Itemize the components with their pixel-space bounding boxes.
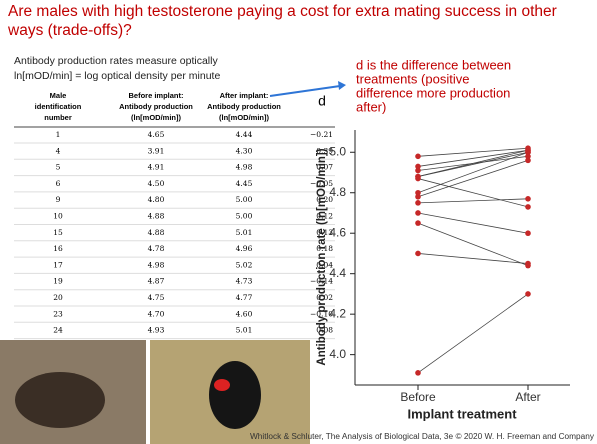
table-cell: 5.00 xyxy=(236,212,253,221)
y-axis-label: Antibody production rate (ln[mOD/min]) xyxy=(316,148,328,365)
table-cell: 19 xyxy=(53,277,63,286)
table-cell: 4.80 xyxy=(148,195,165,204)
data-point xyxy=(415,176,421,182)
table-header: d xyxy=(318,93,326,109)
y-tick-label: 4.8 xyxy=(329,185,346,199)
data-point xyxy=(525,261,531,267)
table-cell: 4.98 xyxy=(236,163,253,172)
table-cell: 5 xyxy=(56,163,61,172)
y-tick-label: 4.2 xyxy=(329,306,346,320)
table-cell: 10 xyxy=(53,212,63,221)
table-header: (ln[mOD/min]) xyxy=(131,113,181,122)
arrow-head xyxy=(338,81,346,90)
photo-bird xyxy=(15,372,105,428)
table-cell: 4.73 xyxy=(236,277,253,286)
data-point xyxy=(525,291,531,297)
y-tick-label: 4.6 xyxy=(329,225,346,239)
table-cell: 4.70 xyxy=(148,309,165,318)
data-point xyxy=(525,158,531,164)
slide: Are males with high testosterone paying … xyxy=(0,0,597,444)
table-header: number xyxy=(44,113,72,122)
table-cell: 5.00 xyxy=(236,195,253,204)
data-point xyxy=(415,370,421,376)
table-header: Antibody production xyxy=(119,102,193,111)
photo-wing-patch xyxy=(214,379,230,391)
table-cell: 9 xyxy=(56,195,61,204)
pair-line xyxy=(418,253,528,263)
intro-line: ln[mOD/min] = log optical density per mi… xyxy=(14,70,220,82)
table-cell: 5.01 xyxy=(236,326,253,335)
data-point xyxy=(415,251,421,257)
arrow xyxy=(270,86,340,96)
intro-line: Antibody production rates measure optica… xyxy=(14,55,218,67)
note-line: after) xyxy=(356,99,386,114)
data-point xyxy=(525,147,531,153)
table-cell: 17 xyxy=(53,260,63,269)
photos xyxy=(0,340,310,444)
data-point xyxy=(415,154,421,160)
table-header: (ln[mOD/min]) xyxy=(219,113,269,122)
table-cell: 5.01 xyxy=(236,228,253,237)
table-cell: 4.87 xyxy=(148,277,165,286)
pair-line xyxy=(418,223,528,266)
x-tick-label: Before xyxy=(400,390,436,404)
x-axis-label: Implant treatment xyxy=(407,406,517,421)
credit: Whitlock & Schluter, The Analysis of Bio… xyxy=(250,432,594,441)
data-point xyxy=(525,230,531,236)
note-line: treatments (positive xyxy=(356,71,469,86)
table-cell: 4.96 xyxy=(236,244,253,253)
table-cell: 4.91 xyxy=(148,163,165,172)
x-tick-label: After xyxy=(515,390,540,404)
table-cell: 4.30 xyxy=(236,146,253,155)
table-cell: 6 xyxy=(56,179,61,188)
y-tick-label: 5.0 xyxy=(329,144,346,158)
table-cell: 4.98 xyxy=(148,260,165,269)
table-cell: 4.65 xyxy=(148,130,165,139)
data-point xyxy=(415,200,421,206)
table-header: Male xyxy=(50,91,67,100)
table-header: After implant: xyxy=(220,91,269,100)
table-cell: 4.75 xyxy=(148,293,165,302)
data-point xyxy=(415,164,421,170)
table-cell: 20 xyxy=(53,293,63,302)
table-cell: 3.91 xyxy=(148,146,165,155)
table-cell: 4.50 xyxy=(148,179,165,188)
table-cell: −0.21 xyxy=(310,130,333,139)
data-point xyxy=(415,220,421,226)
table-header: Antibody production xyxy=(207,102,281,111)
y-tick-label: 4.4 xyxy=(329,266,346,280)
data-point xyxy=(525,196,531,202)
table-header: Before implant: xyxy=(128,91,183,100)
note-line: d is the difference between xyxy=(356,57,511,72)
table-cell: 4.88 xyxy=(148,228,165,237)
table-cell: 4.44 xyxy=(236,130,253,139)
data-point xyxy=(415,194,421,200)
pair-line xyxy=(418,160,528,196)
table-cell: 23 xyxy=(53,309,63,318)
pair-line xyxy=(418,148,528,156)
data-point xyxy=(415,210,421,216)
table-cell: 1 xyxy=(56,130,61,139)
table-cell: 4.77 xyxy=(236,293,253,302)
note-line: difference more production xyxy=(356,85,510,100)
table-cell: 4.78 xyxy=(148,244,165,253)
table-cell: 15 xyxy=(53,228,63,237)
table-cell: 4.93 xyxy=(148,326,165,335)
photo-bird xyxy=(209,361,261,429)
data-point xyxy=(525,204,531,210)
pair-line xyxy=(418,294,528,373)
table-cell: 24 xyxy=(53,326,63,335)
table-cell: 4.88 xyxy=(148,212,165,221)
pair-line xyxy=(418,179,528,207)
table-cell: 4 xyxy=(56,146,61,155)
pair-line xyxy=(418,213,528,233)
table-cell: 16 xyxy=(53,244,63,253)
y-tick-label: 4.0 xyxy=(329,347,346,361)
table-cell: 4.45 xyxy=(236,179,253,188)
table-header: identification xyxy=(35,102,82,111)
slide-title: Are males with high testosterone paying … xyxy=(7,3,557,39)
table-cell: 4.60 xyxy=(236,309,253,318)
table-cell: 5.02 xyxy=(236,260,253,269)
